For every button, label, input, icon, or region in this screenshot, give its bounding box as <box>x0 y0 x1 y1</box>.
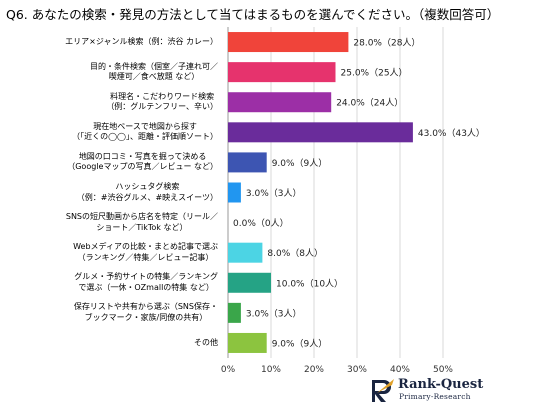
bar <box>228 302 241 323</box>
bar <box>228 182 241 203</box>
logo-sub-text: Primary-Research <box>399 392 471 401</box>
category-label: ハッシュタグ検索 （例：#渋谷グルメ、#映えスイーツ） <box>76 182 218 202</box>
bar <box>228 332 267 353</box>
bar-value-label: 10.0%（10人） <box>276 278 343 289</box>
rank-quest-logo: Rank-Quest Primary-Research <box>368 376 528 404</box>
bar <box>228 62 336 83</box>
bar <box>228 272 271 293</box>
bar-value-label: 9.0%（9人） <box>272 158 328 169</box>
category-label: グルメ・予約サイトの特集／ランキング で選ぶ（一休・OZmallの特集 など） <box>74 272 218 292</box>
category-label: 現在地ベースで地図から探す （「近くの◯◯」、距離・評価順ソート） <box>72 121 218 142</box>
category-label: エリア×ジャンル検索（例：渋谷 カレー） <box>65 36 218 46</box>
bar-value-label: 28.0%（28人） <box>353 38 420 49</box>
x-tick-label: 0% <box>221 365 236 375</box>
category-label: 地図の口コミ・写真を掘って決める （Googleマップの写真／レビュー など） <box>67 151 218 172</box>
bar-value-label: 43.0%（43人） <box>418 128 485 139</box>
bar <box>228 92 332 113</box>
bar-value-label: 3.0%（3人） <box>246 308 302 319</box>
category-label: SNSの短尺動画から店名を特定（リール／ ショート／TikTok など） <box>65 212 218 232</box>
logo-mark-icon <box>372 379 394 402</box>
x-tick-label: 30% <box>347 365 367 375</box>
bar-value-label: 0.0%（0人） <box>233 218 289 229</box>
bar <box>228 152 267 173</box>
category-label: 目的・条件検索（個室／子連れ可／ 喫煙可／食べ放題 など） <box>90 61 218 82</box>
bar-value-label: 9.0%（9人） <box>272 338 328 349</box>
chart-title: Q6. あなたの検索・発見の方法として当てはまるものを選んでください。（複数回答… <box>6 7 500 22</box>
x-tick-label: 40% <box>390 365 410 375</box>
category-label: 料理名・こだわりワード検索 （例：グルテンフリー、辛い） <box>106 91 218 112</box>
x-tick-label: 50% <box>433 365 453 375</box>
category-label: その他 <box>194 337 218 347</box>
x-tick-label: 10% <box>261 365 281 375</box>
bar <box>228 32 349 53</box>
category-label: 保存リストや共有から選ぶ（SNS保存・ ブックマーク・家族/同僚の共有） <box>73 302 218 322</box>
bar-value-label: 3.0%（3人） <box>246 188 302 199</box>
bar <box>228 242 263 263</box>
bar-value-label: 24.0%（24人） <box>336 98 403 109</box>
logo-brand-text: Rank-Quest <box>398 377 484 392</box>
bar-value-label: 25.0%（25人） <box>341 68 408 79</box>
bar-value-label: 8.0%（8人） <box>267 248 323 259</box>
bar <box>228 122 413 143</box>
category-label: Webメディアの比較・まとめ記事で選ぶ （ランキング／特集／レビュー記事） <box>73 242 218 262</box>
x-tick-label: 20% <box>304 365 324 375</box>
